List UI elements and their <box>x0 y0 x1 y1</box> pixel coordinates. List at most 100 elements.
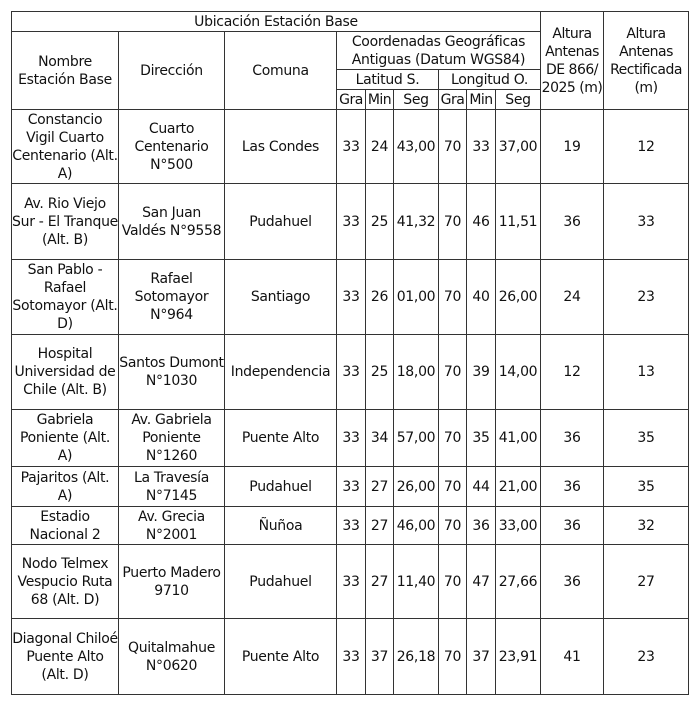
cell-lon-seg: 37,00 <box>495 109 541 184</box>
cell-altura-866: 24 <box>540 259 604 335</box>
table-row: Diagonal Chiloé Puente Alto (Alt. D) Quit… <box>11 618 689 695</box>
cell-lat-gra: 33 <box>336 409 366 467</box>
cell-altura-866: 36 <box>540 466 604 507</box>
header-lat-gra: Gra <box>336 89 366 110</box>
cell-direccion: Cuarto Centenario N°500 <box>118 109 225 184</box>
cell-lat-seg: 41,32 <box>393 183 439 260</box>
cell-lat-seg: 01,00 <box>393 259 439 335</box>
cell-altura-866: 36 <box>540 506 604 545</box>
cell-lat-gra: 33 <box>336 618 366 695</box>
cell-lon-seg: 33,00 <box>495 506 541 545</box>
table-row: Hospital Universidad de Chile (Alt. B) Sa… <box>11 334 689 410</box>
cell-nombre: Constancio Vigil Cuarto Centenario (Alt.… <box>11 109 119 184</box>
cell-altura-rect: 12 <box>603 109 689 184</box>
cell-nombre: Estadio Nacional 2 <box>11 506 119 545</box>
table-row: Gabriela Poniente (Alt. A) Av. Gabriela P… <box>11 409 689 467</box>
cell-direccion: Puerto Madero 9710 <box>118 544 225 619</box>
cell-altura-866: 41 <box>540 618 604 695</box>
cell-lat-min: 27 <box>365 544 394 619</box>
cell-lon-seg: 23,91 <box>495 618 541 695</box>
cell-altura-rect: 27 <box>603 544 689 619</box>
table-row: Estadio Nacional 2 Av. Grecia N°2001 Ñuñoa… <box>11 506 689 545</box>
header-nombre: Nombre Estación Base <box>11 31 119 110</box>
header-lon-gra: Gra <box>438 89 467 110</box>
cell-lat-min: 26 <box>365 259 394 335</box>
cell-direccion: Quitalmahue N°0620 <box>118 618 225 695</box>
cell-lon-min: 40 <box>466 259 496 335</box>
cell-lon-gra: 70 <box>438 466 467 507</box>
cell-lat-seg: 18,00 <box>393 334 439 410</box>
cell-lon-seg: 11,51 <box>495 183 541 260</box>
cell-lon-seg: 27,66 <box>495 544 541 619</box>
cell-lat-min: 25 <box>365 183 394 260</box>
cell-comuna: Las Condes <box>224 109 337 184</box>
cell-lon-gra: 70 <box>438 506 467 545</box>
cell-direccion: La Travesía N°7145 <box>118 466 225 507</box>
table-row: Nodo Telmex Vespucio Ruta 68 (Alt. D) Pue… <box>11 544 689 619</box>
cell-direccion: Av. Gabriela Poniente N°1260 <box>118 409 225 467</box>
header-lon-seg: Seg <box>495 89 541 110</box>
cell-lon-min: 37 <box>466 618 496 695</box>
cell-direccion: Santos Dumont N°1030 <box>118 334 225 410</box>
base-stations-table: Ubicación Estación Base Altura Antenas D… <box>11 11 689 695</box>
cell-lon-gra: 70 <box>438 109 467 184</box>
cell-lon-gra: 70 <box>438 183 467 260</box>
cell-altura-rect: 32 <box>603 506 689 545</box>
cell-lat-gra: 33 <box>336 544 366 619</box>
cell-comuna: Santiago <box>224 259 337 335</box>
cell-lon-min: 33 <box>466 109 496 184</box>
cell-altura-866: 36 <box>540 183 604 260</box>
cell-direccion: Av. Grecia N°2001 <box>118 506 225 545</box>
header-altura-rectificada: Altura Antenas Rectificada (m) <box>603 11 689 110</box>
cell-lon-seg: 21,00 <box>495 466 541 507</box>
cell-altura-866: 12 <box>540 334 604 410</box>
header-altura-866: Altura Antenas DE 866/ 2025 (m) <box>540 11 604 110</box>
cell-lon-min: 39 <box>466 334 496 410</box>
cell-lat-seg: 57,00 <box>393 409 439 467</box>
cell-lon-seg: 14,00 <box>495 334 541 410</box>
cell-nombre: Av. Rio Viejo Sur - El Tranque (Alt. B) <box>11 183 119 260</box>
cell-nombre: Hospital Universidad de Chile (Alt. B) <box>11 334 119 410</box>
header-latitud: Latitud S. <box>336 69 439 90</box>
header-lon-min: Min <box>466 89 496 110</box>
cell-lat-min: 34 <box>365 409 394 467</box>
cell-nombre: Gabriela Poniente (Alt. A) <box>11 409 119 467</box>
cell-altura-rect: 23 <box>603 618 689 695</box>
cell-lon-min: 46 <box>466 183 496 260</box>
table-row: Pajaritos (Alt. A) La Travesía N°7145 Puda… <box>11 466 689 507</box>
cell-comuna: Puente Alto <box>224 618 337 695</box>
cell-lat-min: 37 <box>365 618 394 695</box>
cell-lon-gra: 70 <box>438 618 467 695</box>
cell-altura-866: 19 <box>540 109 604 184</box>
cell-lon-seg: 26,00 <box>495 259 541 335</box>
cell-altura-866: 36 <box>540 544 604 619</box>
cell-lat-min: 25 <box>365 334 394 410</box>
table-row: Constancio Vigil Cuarto Centenario (Alt.… <box>11 109 689 184</box>
cell-lat-gra: 33 <box>336 506 366 545</box>
header-longitud: Longitud O. <box>438 69 541 90</box>
cell-lon-gra: 70 <box>438 409 467 467</box>
cell-altura-rect: 33 <box>603 183 689 260</box>
cell-comuna: Puente Alto <box>224 409 337 467</box>
cell-altura-rect: 23 <box>603 259 689 335</box>
cell-lat-gra: 33 <box>336 109 366 184</box>
cell-nombre: Pajaritos (Alt. A) <box>11 466 119 507</box>
cell-lat-min: 24 <box>365 109 394 184</box>
cell-comuna: Pudahuel <box>224 544 337 619</box>
cell-lon-gra: 70 <box>438 334 467 410</box>
cell-lat-min: 27 <box>365 506 394 545</box>
table-row: San Pablo - Rafael Sotomayor (Alt. D) Raf… <box>11 259 689 335</box>
cell-lat-seg: 46,00 <box>393 506 439 545</box>
cell-lat-seg: 11,40 <box>393 544 439 619</box>
cell-altura-rect: 13 <box>603 334 689 410</box>
cell-lat-min: 27 <box>365 466 394 507</box>
table-row: Av. Rio Viejo Sur - El Tranque (Alt. B) S… <box>11 183 689 260</box>
cell-lat-gra: 33 <box>336 259 366 335</box>
header-ubicacion: Ubicación Estación Base <box>11 11 541 32</box>
cell-comuna: Pudahuel <box>224 466 337 507</box>
cell-comuna: Pudahuel <box>224 183 337 260</box>
cell-lon-gra: 70 <box>438 544 467 619</box>
cell-lon-gra: 70 <box>438 259 467 335</box>
header-comuna: Comuna <box>224 31 337 110</box>
cell-lat-gra: 33 <box>336 183 366 260</box>
